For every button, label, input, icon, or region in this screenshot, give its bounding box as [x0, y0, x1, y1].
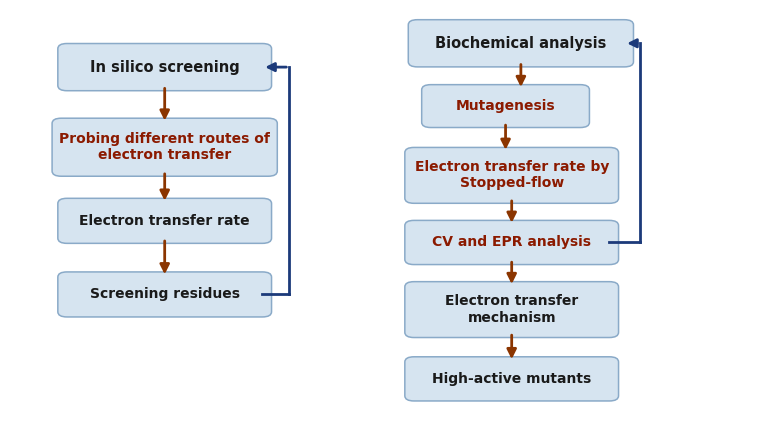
- FancyBboxPatch shape: [408, 19, 633, 67]
- FancyBboxPatch shape: [404, 357, 619, 401]
- FancyBboxPatch shape: [58, 198, 272, 243]
- FancyBboxPatch shape: [52, 118, 277, 176]
- Text: Electron transfer rate by
Stopped-flow: Electron transfer rate by Stopped-flow: [414, 160, 609, 191]
- FancyBboxPatch shape: [58, 44, 272, 91]
- Text: Probing different routes of
electron transfer: Probing different routes of electron tra…: [59, 132, 270, 162]
- Text: Biochemical analysis: Biochemical analysis: [435, 36, 607, 51]
- Text: CV and EPR analysis: CV and EPR analysis: [432, 236, 591, 249]
- Text: High-active mutants: High-active mutants: [432, 372, 591, 386]
- FancyBboxPatch shape: [404, 282, 619, 338]
- Text: Mutagenesis: Mutagenesis: [456, 99, 555, 113]
- FancyBboxPatch shape: [404, 220, 619, 265]
- Text: In silico screening: In silico screening: [90, 60, 240, 74]
- Text: Electron transfer rate: Electron transfer rate: [80, 214, 250, 228]
- Text: Electron transfer
mechanism: Electron transfer mechanism: [445, 294, 578, 325]
- FancyBboxPatch shape: [404, 147, 619, 204]
- FancyBboxPatch shape: [58, 272, 272, 317]
- FancyBboxPatch shape: [421, 85, 590, 128]
- Text: Screening residues: Screening residues: [90, 288, 240, 301]
